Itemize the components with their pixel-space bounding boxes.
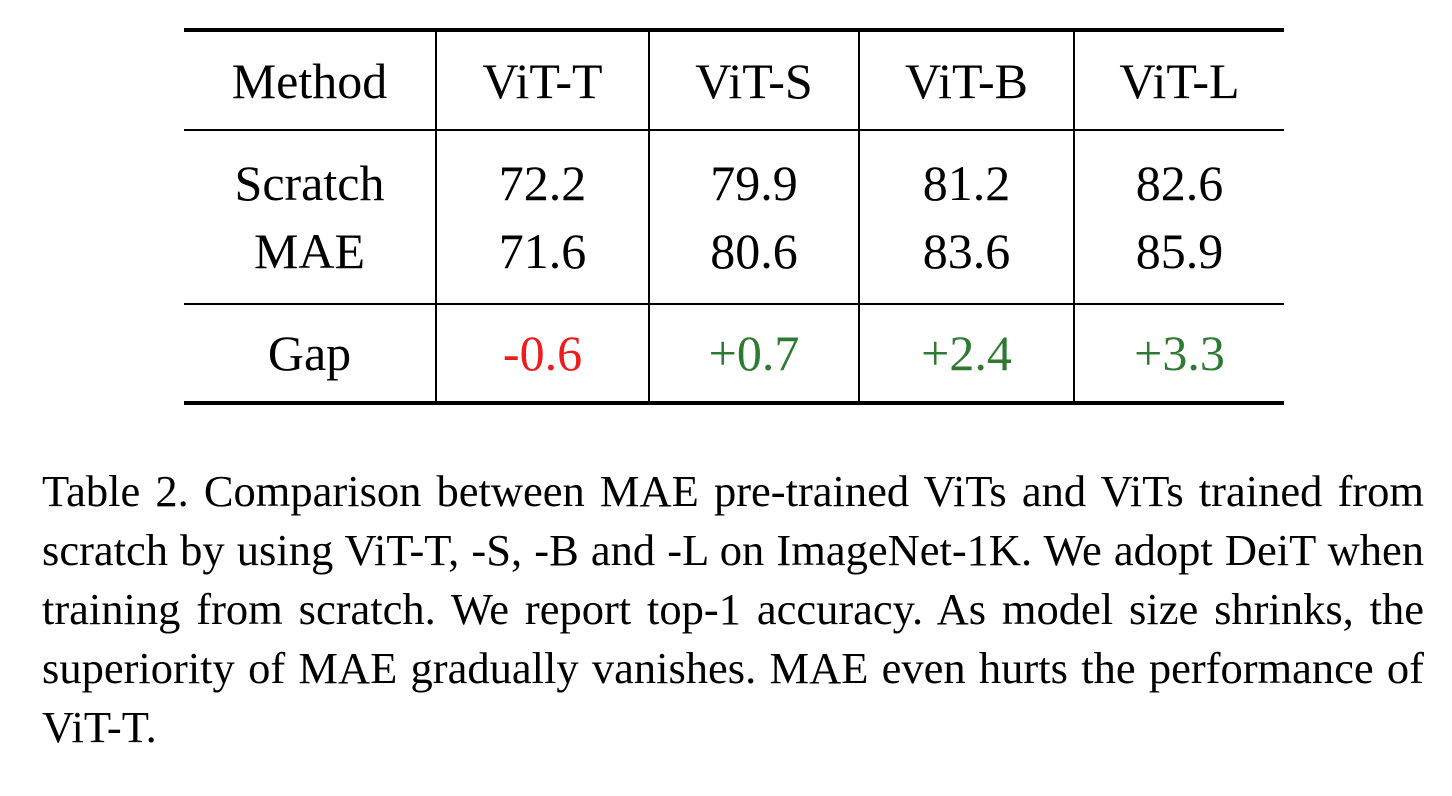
cell-scratch-vit-l: 82.6 (1073, 130, 1284, 217)
cell-scratch-vit-t: 72.2 (435, 130, 649, 217)
header-row: Method ViT-T ViT-S ViT-B ViT-L (184, 30, 1284, 130)
header-vit-s: ViT-S (648, 30, 859, 130)
cell-mae-vit-l: 85.9 (1073, 217, 1284, 304)
cell-gap-vit-l: +3.3 (1073, 304, 1284, 403)
cell-gap-vit-t: -0.6 (435, 304, 649, 403)
cell-scratch-vit-s: 79.9 (648, 130, 859, 217)
cell-scratch-vit-b: 81.2 (858, 130, 1074, 217)
row-label-scratch: Scratch (234, 155, 385, 211)
row-label-gap: Gap (267, 325, 352, 381)
table-row-scratch: Scratch 72.2 79.9 81.2 82.6 (184, 130, 1284, 217)
row-label-mae: MAE (253, 223, 366, 279)
header-vit-l: ViT-L (1073, 30, 1284, 130)
table-row-mae: MAE 71.6 80.6 83.6 85.9 (184, 217, 1284, 304)
header-vit-t: ViT-T (435, 30, 649, 130)
results-table: Method ViT-T ViT-S ViT-B ViT-L Scratch 7… (184, 28, 1284, 405)
table-row-gap: Gap -0.6 +0.7 +2.4 +3.3 (184, 304, 1284, 403)
cell-gap-vit-b: +2.4 (858, 304, 1074, 403)
header-vit-b: ViT-B (858, 30, 1074, 130)
table-caption: Table 2. Comparison between MAE pre-trai… (42, 466, 1424, 752)
cell-mae-vit-b: 83.6 (858, 217, 1074, 304)
cell-mae-vit-t: 71.6 (435, 217, 649, 304)
results-table-container: Method ViT-T ViT-S ViT-B ViT-L Scratch 7… (184, 28, 1284, 405)
cell-gap-vit-s: +0.7 (648, 304, 859, 403)
cell-mae-vit-s: 80.6 (648, 217, 859, 304)
header-method: Method (231, 52, 388, 109)
